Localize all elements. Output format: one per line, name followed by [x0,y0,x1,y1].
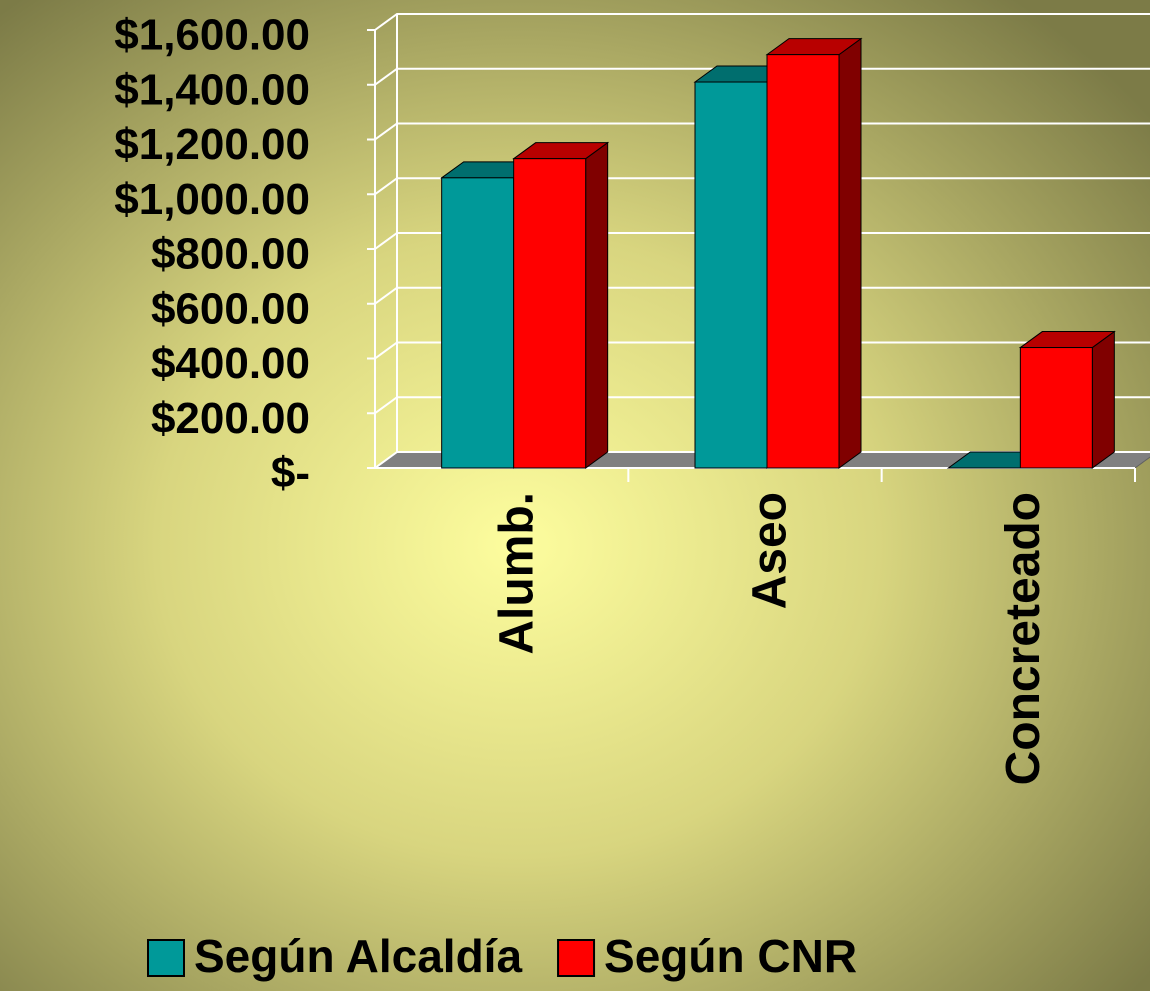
bar [513,158,587,469]
x-tick-label: Concreteado [997,492,1050,785]
y-tick-label: $1,600.00 [114,11,310,60]
x-tick-label: Alumb. [490,492,543,655]
bar-side [838,37,862,469]
y-tick-label: $800.00 [151,230,310,279]
bar [1019,347,1093,469]
x-tick-label: Aseo [744,492,797,609]
y-tick-label: $- [271,449,310,498]
legend-swatch [557,939,596,977]
bar [766,54,840,469]
grid-line [374,286,1150,305]
grid-line [374,451,1150,469]
legend-label: Según CNR [604,930,857,982]
bar [441,177,515,469]
bar [694,81,768,469]
grid-line [374,13,1150,31]
grid-line [374,396,1150,415]
grid-line [374,67,1150,86]
bar-side [1091,330,1115,469]
grid-line [374,232,1150,250]
bar-side [585,141,609,469]
grid-line [374,122,1150,141]
y-tick-label: $600.00 [151,284,310,333]
y-tick-label: $400.00 [151,339,310,388]
y-tick-label: $1,200.00 [114,120,310,169]
legend-label: Según Alcaldía [194,930,522,982]
grid-line [374,341,1150,360]
y-tick-label: $1,400.00 [114,65,310,114]
y-tick-label: $1,000.00 [114,175,310,224]
grid-line [374,177,1150,196]
y-tick-label: $200.00 [151,394,310,443]
legend-swatch [147,939,185,977]
